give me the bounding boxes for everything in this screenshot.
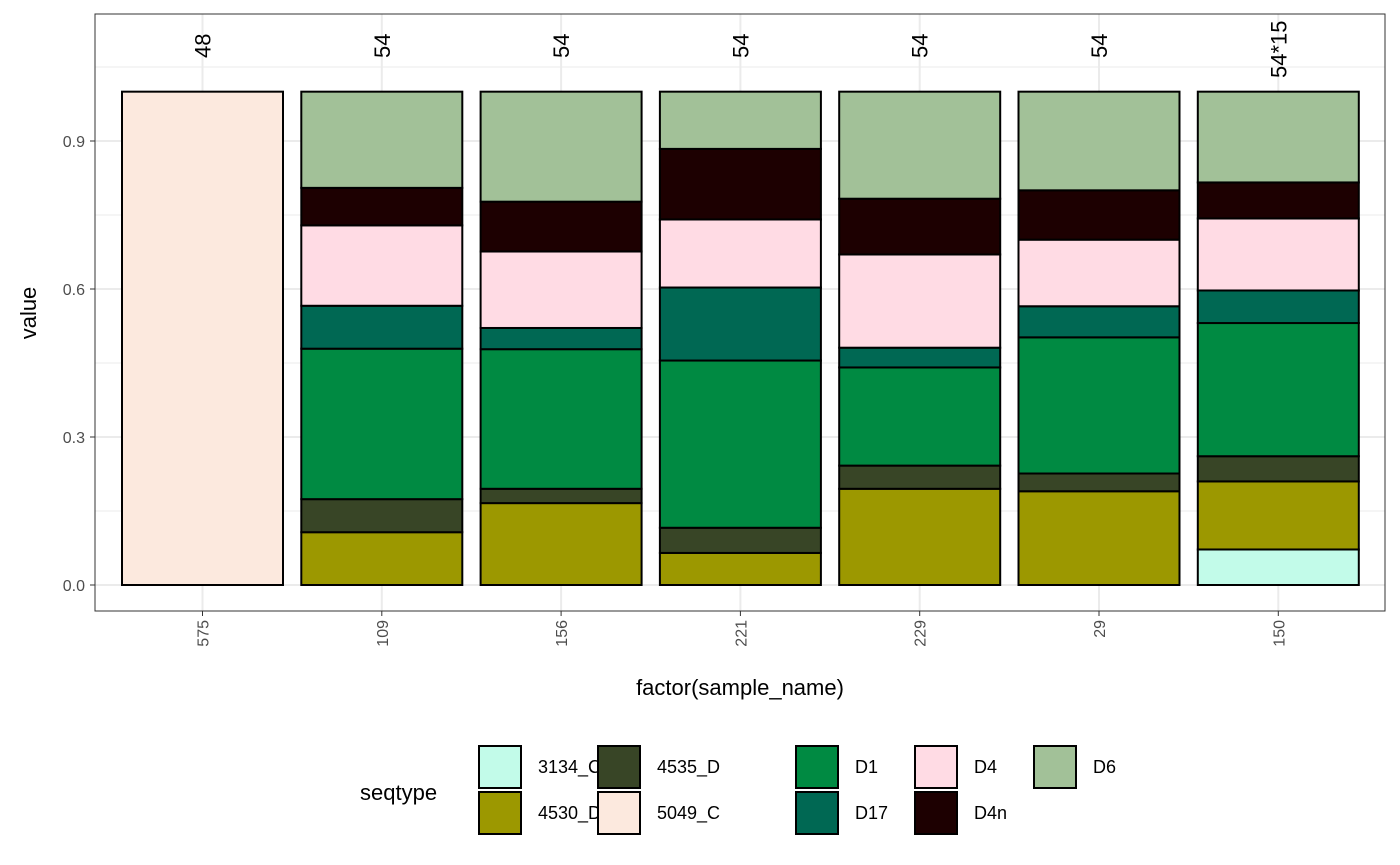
top-label: 54 — [908, 34, 933, 58]
top-labels: 48 54 54 54 54 54 54*15 — [191, 20, 1292, 78]
bar-segment-D6 — [1196, 90, 1360, 184]
bar-segment-D4n — [1017, 189, 1181, 241]
bar-segment-4530_D — [1196, 480, 1360, 551]
bar-segment-D17 — [479, 326, 643, 351]
bar-segment-D17 — [838, 346, 1002, 369]
legend-label: D4n — [974, 803, 1007, 823]
x-axis: 575 109 156 221 229 29 150 — [196, 611, 1288, 647]
legend: seqtype 3134_C 4530_D 4535_D 5049_C D1 D17 D4 D… — [360, 745, 1116, 835]
legend-key-4535_D — [597, 745, 641, 789]
bars — [121, 90, 1360, 587]
x-tick-label: 29 — [1092, 620, 1109, 638]
bar-segment-D17 — [300, 304, 464, 350]
legend-label: 4530_D — [538, 803, 601, 824]
bar-segment-4535_D — [838, 464, 1002, 490]
bar-segment-4530_D — [658, 551, 822, 587]
bar-segment-D4 — [658, 218, 822, 289]
x-tick-label: 150 — [1271, 620, 1288, 647]
top-label: 48 — [191, 34, 216, 58]
bar-segment-4535_D — [658, 526, 822, 554]
legend-key-D1 — [795, 745, 839, 789]
x-tick-label: 156 — [554, 620, 571, 647]
bar-segment-5049_C — [121, 90, 284, 587]
bar-segment-D4 — [1017, 238, 1181, 308]
y-tick-label: 0.3 — [63, 430, 85, 447]
bar-segment-D1 — [1017, 336, 1181, 475]
legend-label: 3134_C — [538, 757, 601, 778]
top-label: 54 — [370, 34, 395, 58]
bar-segment-D1 — [479, 348, 643, 490]
bar-segment-D6 — [1017, 90, 1181, 192]
legend-title: seqtype — [360, 780, 437, 805]
bar-segment-D4n — [479, 200, 643, 253]
top-label: 54*15 — [1266, 20, 1291, 78]
bar-segment-D4 — [479, 250, 643, 329]
bar-segment-D17 — [1196, 289, 1360, 325]
legend-key-5049_C — [597, 791, 641, 835]
bar-segment-D1 — [1196, 322, 1360, 458]
bar-segment-D6 — [838, 90, 1002, 200]
bar-segment-D4n — [838, 197, 1002, 256]
y-tick-label: 0.9 — [63, 134, 85, 151]
x-axis-title: factor(sample_name) — [636, 675, 844, 700]
x-tick-label: 575 — [196, 620, 213, 647]
x-tick-label: 221 — [733, 620, 750, 647]
bar-segment-4535_D — [479, 487, 643, 505]
y-axis-title: value — [16, 287, 41, 340]
legend-key-D17 — [795, 791, 839, 835]
bar-segment-D4 — [838, 253, 1002, 349]
bar-segment-D4n — [658, 147, 822, 221]
bar-segment-D4 — [300, 224, 464, 307]
bar-segment-4530_D — [300, 531, 464, 586]
bar-segment-D6 — [300, 90, 464, 189]
y-axis: 0.0 0.3 0.6 0.9 — [63, 134, 95, 595]
x-tick-label: 229 — [913, 620, 930, 647]
bar-segment-3134_C — [1196, 548, 1360, 586]
bar-segment-D6 — [479, 90, 643, 203]
bar-segment-4530_D — [838, 487, 1002, 586]
legend-label: D1 — [855, 757, 878, 777]
legend-label: D4 — [974, 757, 997, 777]
bar-segment-4535_D — [300, 498, 464, 534]
bar-segment-D4n — [300, 186, 464, 227]
legend-key-D4 — [914, 745, 958, 789]
top-label: 54 — [1087, 34, 1112, 58]
y-tick-label: 0.0 — [63, 578, 85, 595]
bar-segment-D4 — [1196, 217, 1360, 292]
bar-segment-D1 — [658, 359, 822, 529]
bar-segment-4530_D — [1017, 490, 1181, 586]
x-tick-label: 109 — [375, 620, 392, 647]
bar-segment-4535_D — [1017, 472, 1181, 493]
bar-segment-4530_D — [479, 502, 643, 586]
bar-segment-D17 — [1017, 305, 1181, 339]
bar-segment-D1 — [838, 366, 1002, 467]
legend-key-D4n — [914, 791, 958, 835]
legend-label: 5049_C — [657, 803, 720, 824]
legend-key-D6 — [1033, 745, 1077, 789]
bar-segment-4535_D — [1196, 455, 1360, 483]
y-tick-label: 0.6 — [63, 282, 85, 299]
top-label: 54 — [728, 34, 753, 58]
bar-segment-D17 — [658, 286, 822, 362]
legend-key-4530_D — [478, 791, 522, 835]
bar-segment-D1 — [300, 347, 464, 501]
bar-segment-D4n — [1196, 181, 1360, 220]
top-label: 54 — [549, 34, 574, 58]
legend-key-3134_C — [478, 745, 522, 789]
bar-segment-D6 — [658, 90, 822, 150]
legend-label: D17 — [855, 803, 888, 823]
legend-label: D6 — [1093, 757, 1116, 777]
legend-label: 4535_D — [657, 757, 720, 778]
